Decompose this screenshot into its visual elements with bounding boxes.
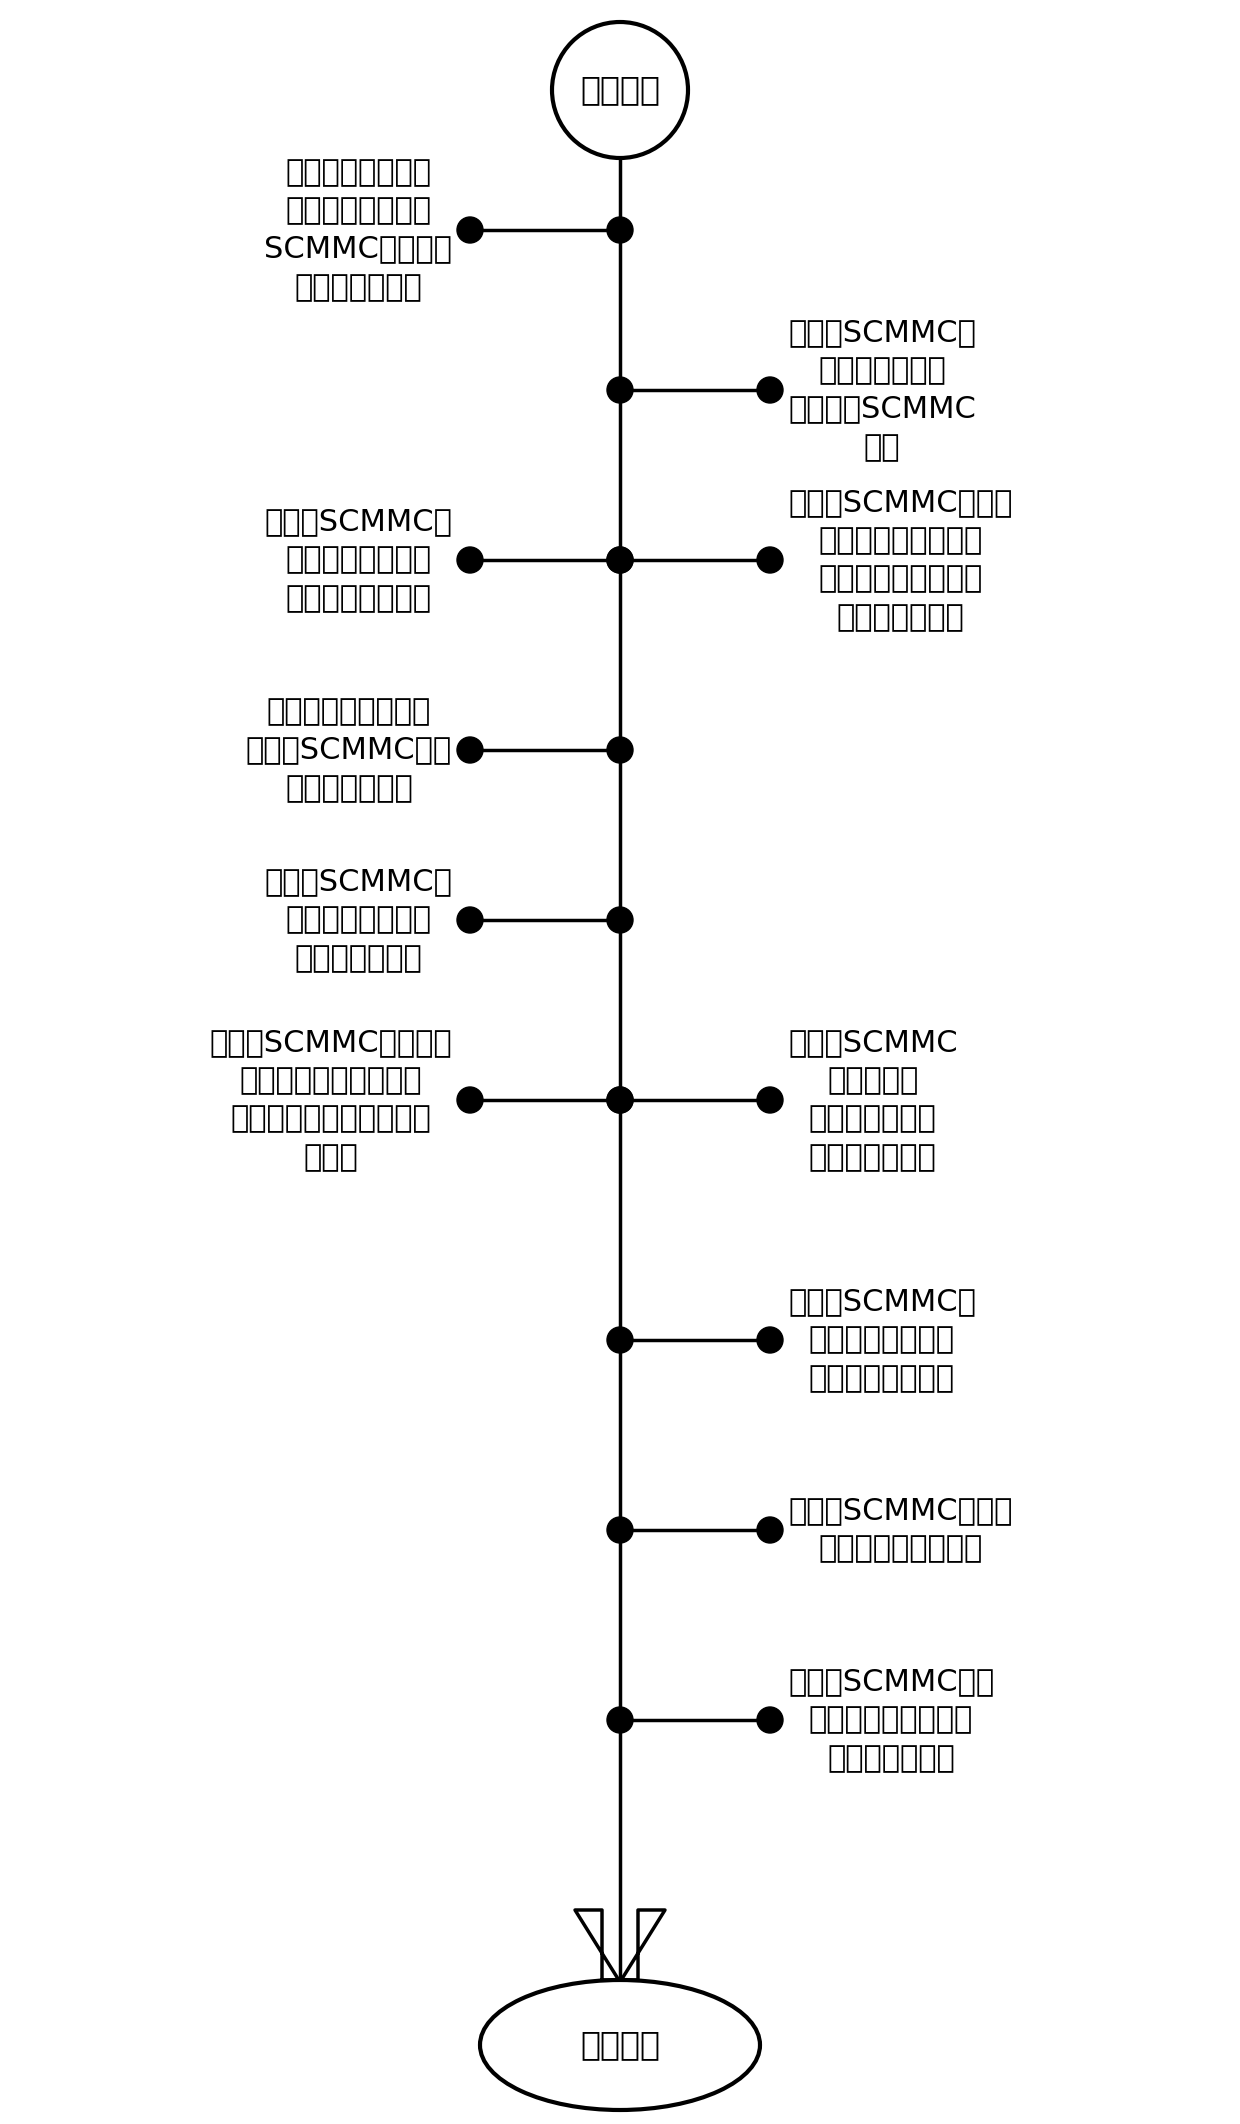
Circle shape bbox=[608, 1708, 632, 1733]
Circle shape bbox=[756, 1708, 782, 1733]
Circle shape bbox=[608, 548, 632, 573]
Circle shape bbox=[608, 217, 632, 242]
Text: 无源侧SCMMC子模块
充电到开关自取能阀
值，采用有序轮换旁
路控制进行充电: 无源侧SCMMC子模块 充电到开关自取能阀 值，采用有序轮换旁 路控制进行充电 bbox=[787, 489, 1012, 631]
Circle shape bbox=[608, 737, 632, 763]
Text: 无源侧SCMMC
子模块电容
电压与有源侧逐
步充电到额定值: 无源侧SCMMC 子模块电容 电压与有源侧逐 步充电到额定值 bbox=[787, 1028, 957, 1172]
Circle shape bbox=[608, 907, 632, 932]
Circle shape bbox=[458, 548, 484, 573]
Text: 无源侧SCMMC交流
电压稳定后，闭合无
源侧交流断路器: 无源侧SCMMC交流 电压稳定后，闭合无 源侧交流断路器 bbox=[787, 1667, 994, 1774]
Ellipse shape bbox=[480, 1980, 760, 2109]
Text: 启动开始: 启动开始 bbox=[580, 74, 660, 106]
Polygon shape bbox=[575, 1909, 665, 1982]
Text: 有源侧SCMMC解
锁并投入定直流电
压控制进行充电: 有源侧SCMMC解 锁并投入定直流电 压控制进行充电 bbox=[264, 867, 453, 973]
Circle shape bbox=[458, 1087, 484, 1113]
Circle shape bbox=[608, 1087, 632, 1113]
Text: 无源侧SCMMC解锁，
投入定交流电压控制: 无源侧SCMMC解锁， 投入定交流电压控制 bbox=[787, 1497, 1012, 1563]
Circle shape bbox=[458, 737, 484, 763]
Text: 半闭锁充电结束后，
有源侧SCMMC旁路
交流侧限流电阻: 半闭锁充电结束后， 有源侧SCMMC旁路 交流侧限流电阻 bbox=[246, 697, 453, 803]
Circle shape bbox=[552, 21, 688, 157]
Circle shape bbox=[458, 217, 484, 242]
Text: 有源侧SCMMC采
用有序轮换触发控
制进行半闭锁充电: 有源侧SCMMC采 用有序轮换触发控 制进行半闭锁充电 bbox=[264, 508, 453, 612]
Circle shape bbox=[458, 907, 484, 932]
Circle shape bbox=[756, 376, 782, 404]
Text: 闭合直流线路隔离
开关，启动有源侧
SCMMC，经限流
电阻全闭锁充电: 闭合直流线路隔离 开关，启动有源侧 SCMMC，经限流 电阻全闭锁充电 bbox=[264, 157, 453, 302]
Text: 启动结束: 启动结束 bbox=[580, 2028, 660, 2062]
Circle shape bbox=[756, 1087, 782, 1113]
Text: 有源侧SCMMC子模块电
容电压逐步升高至参考
值，直流电压逐步升高至
额定值: 有源侧SCMMC子模块电 容电压逐步升高至参考 值，直流电压逐步升高至 额定值 bbox=[210, 1028, 453, 1172]
Circle shape bbox=[756, 1328, 782, 1353]
Circle shape bbox=[608, 548, 632, 573]
Circle shape bbox=[608, 376, 632, 404]
Circle shape bbox=[608, 1517, 632, 1542]
Text: 无源侧SCMMC短
暂闭锁，有序轮换
旁路控制模式切换: 无源侧SCMMC短 暂闭锁，有序轮换 旁路控制模式切换 bbox=[787, 1287, 976, 1393]
Circle shape bbox=[608, 1087, 632, 1113]
Circle shape bbox=[756, 548, 782, 573]
Circle shape bbox=[608, 1328, 632, 1353]
Text: 有源侧SCMMC通
过直流线路开始
对无源侧SCMMC
充电: 有源侧SCMMC通 过直流线路开始 对无源侧SCMMC 充电 bbox=[787, 319, 976, 461]
Circle shape bbox=[756, 1517, 782, 1542]
